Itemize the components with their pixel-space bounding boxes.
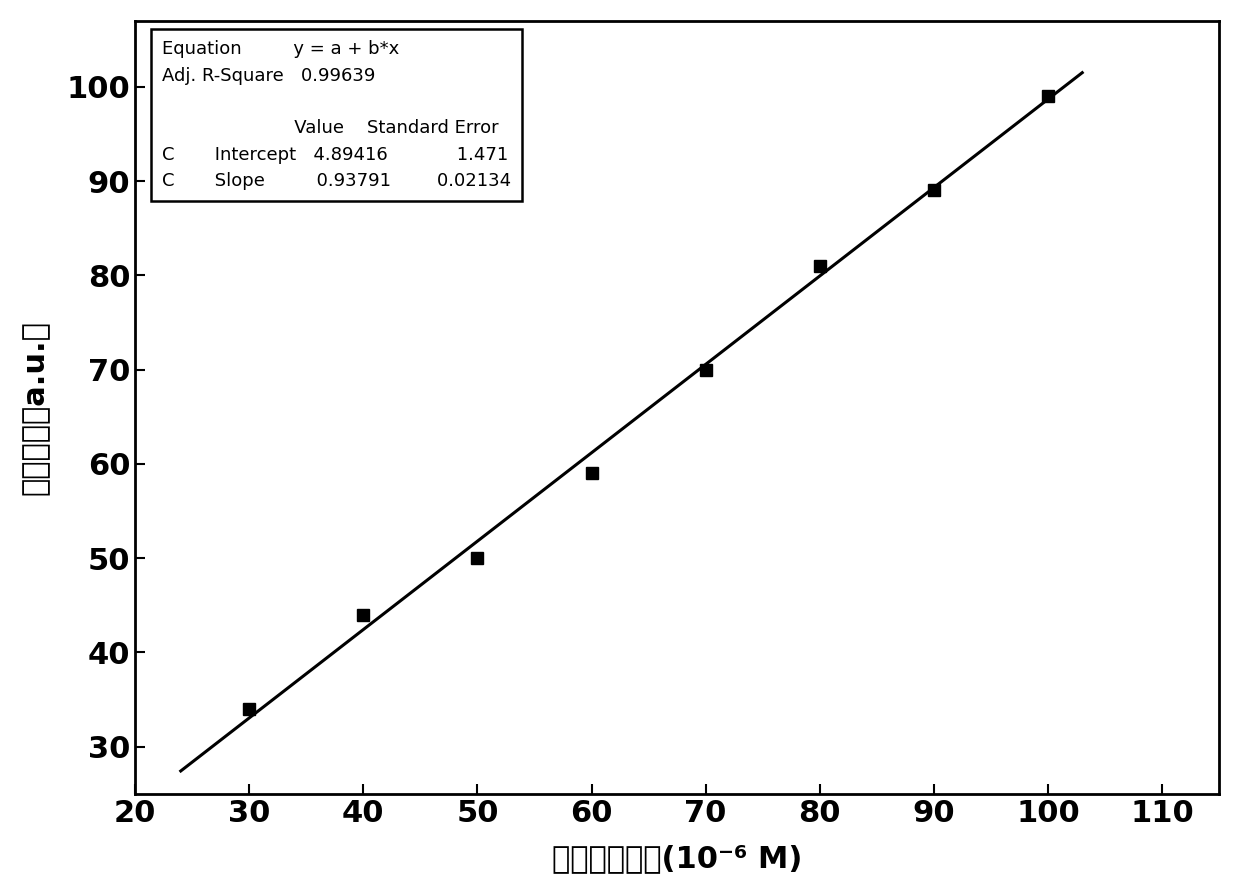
Y-axis label: 相对强度（a.u.）: 相对强度（a.u.） (21, 320, 50, 494)
Text: Equation         y = a + b*x
Adj. R-Square   0.99639

                       Val: Equation y = a + b*x Adj. R-Square 0.996… (162, 40, 511, 190)
X-axis label: 高碰酸根浓度(10⁻⁶ M): 高碰酸根浓度(10⁻⁶ M) (552, 844, 802, 873)
